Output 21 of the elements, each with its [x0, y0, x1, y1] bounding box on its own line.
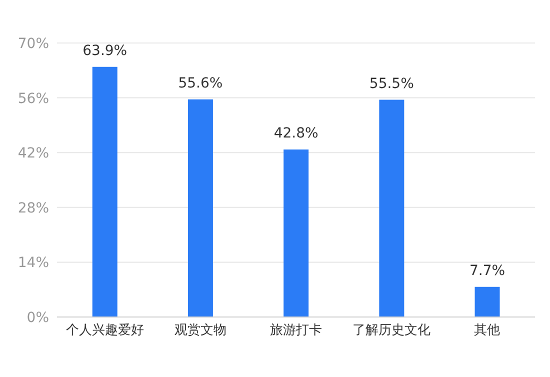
y-tick-label: 14%	[18, 255, 49, 272]
y-tick-label: 56%	[18, 90, 49, 107]
data-label: 55.5%	[369, 76, 414, 92]
y-tick-label: 28%	[18, 200, 49, 216]
x-tick-label: 旅游打卡	[270, 323, 322, 338]
y-tick-label: 42%	[18, 146, 49, 162]
bar	[188, 99, 213, 317]
data-label: 42.8%	[274, 125, 318, 142]
data-label: 63.9%	[82, 42, 128, 59]
bar	[284, 149, 309, 317]
x-tick-label: 其他	[474, 323, 500, 338]
x-tick-label: 个人兴趣爱好	[66, 323, 144, 338]
data-label: 55.6%	[178, 75, 223, 92]
bar	[92, 66, 118, 317]
y-tick-label: 70%	[18, 36, 49, 52]
x-tick-label: 观赏文物	[174, 323, 226, 338]
bar	[474, 286, 500, 317]
y-tick-label: 0%	[26, 310, 49, 326]
x-tick-label: 了解历史文化	[352, 323, 431, 338]
bar	[379, 100, 404, 317]
data-label: 7.7%	[469, 262, 506, 279]
